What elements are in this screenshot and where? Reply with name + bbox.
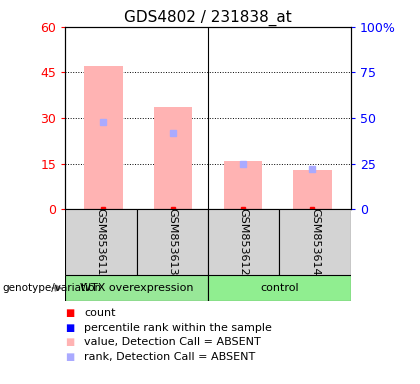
Title: GDS4802 / 231838_at: GDS4802 / 231838_at [124, 9, 292, 25]
Bar [223, 161, 262, 209]
Bar [154, 108, 192, 209]
Text: value, Detection Call = ABSENT: value, Detection Call = ABSENT [84, 337, 261, 347]
Text: genotype/variation: genotype/variation [2, 283, 101, 293]
Text: ■: ■ [65, 323, 74, 333]
Text: percentile rank within the sample: percentile rank within the sample [84, 323, 272, 333]
Text: control: control [260, 283, 299, 293]
Text: GSM853614: GSM853614 [310, 208, 320, 276]
Bar [279, 209, 351, 275]
Text: ■: ■ [65, 308, 74, 318]
Text: ■: ■ [65, 337, 74, 347]
Text: GSM853613: GSM853613 [167, 208, 177, 276]
Bar [208, 275, 351, 301]
Bar [84, 66, 123, 209]
Bar [293, 170, 331, 209]
Text: GSM853612: GSM853612 [239, 208, 249, 276]
Bar [65, 209, 136, 275]
Bar [208, 209, 279, 275]
Text: count: count [84, 308, 116, 318]
Text: ■: ■ [65, 352, 74, 362]
Text: WTX overexpression: WTX overexpression [80, 283, 193, 293]
Text: rank, Detection Call = ABSENT: rank, Detection Call = ABSENT [84, 352, 255, 362]
Bar [136, 209, 208, 275]
Bar [65, 275, 208, 301]
Text: GSM853611: GSM853611 [96, 208, 106, 276]
